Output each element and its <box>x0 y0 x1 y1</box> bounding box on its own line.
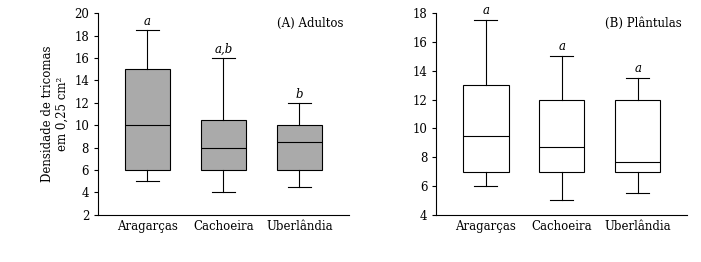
PathPatch shape <box>463 85 508 172</box>
PathPatch shape <box>615 100 660 172</box>
PathPatch shape <box>539 100 585 172</box>
Text: (A) Adultos: (A) Adultos <box>277 17 343 30</box>
PathPatch shape <box>277 125 322 170</box>
Text: a: a <box>144 15 151 28</box>
Y-axis label: Densidade de tricomas
em 0,25 cm²: Densidade de tricomas em 0,25 cm² <box>41 46 69 182</box>
Text: (B) Plântulas: (B) Plântulas <box>605 17 682 30</box>
Text: b: b <box>296 88 303 101</box>
PathPatch shape <box>125 69 170 170</box>
Text: a: a <box>558 40 565 53</box>
Text: a: a <box>634 62 641 75</box>
PathPatch shape <box>200 119 246 170</box>
Text: a: a <box>482 4 489 18</box>
Text: a,b: a,b <box>215 43 233 56</box>
